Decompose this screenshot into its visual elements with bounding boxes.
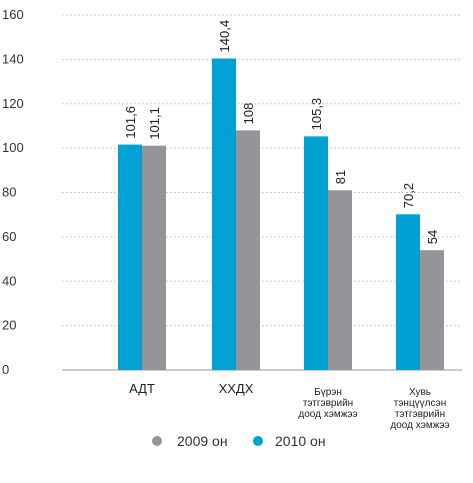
y-tick-label: 40 bbox=[2, 273, 16, 288]
x-category-label: АДТ bbox=[129, 381, 155, 396]
bar-2010 bbox=[304, 136, 328, 370]
bars: 101,6 140,4 105,3 70,2 101,1 108 81 54 bbox=[118, 20, 444, 371]
y-tick-label: 140 bbox=[2, 51, 24, 66]
x-category-label: Бүрэн bbox=[314, 387, 342, 398]
x-category-label: Хувь bbox=[409, 387, 431, 398]
x-category-label: ХХДХ bbox=[219, 381, 254, 396]
legend-label: 2009 он bbox=[177, 433, 228, 449]
x-category-label: доод хэмжээ bbox=[298, 409, 357, 420]
bar-value-label: 101,6 bbox=[123, 106, 138, 139]
bar-value-label: 108 bbox=[241, 103, 256, 125]
bar-2010 bbox=[212, 58, 236, 371]
bar-2009 bbox=[328, 190, 352, 370]
y-tick-label: 0 bbox=[2, 362, 9, 377]
y-tick-label: 60 bbox=[2, 229, 16, 244]
gridlines bbox=[62, 14, 462, 327]
legend: 2009 он 2010 он bbox=[152, 433, 326, 449]
bar-2009 bbox=[236, 130, 260, 370]
bar-2010 bbox=[118, 144, 142, 370]
bar-value-label: 81 bbox=[333, 170, 348, 184]
x-category-label: тэнцүүлсэн bbox=[394, 398, 447, 409]
y-tick-label: 80 bbox=[2, 185, 16, 200]
legend-marker bbox=[253, 436, 263, 446]
y-tick-label: 20 bbox=[2, 318, 16, 333]
legend-marker bbox=[152, 436, 162, 446]
y-axis-ticks: 0 20 40 60 80 100 120 140 160 bbox=[2, 7, 24, 377]
x-category-label: тэтгэврийн bbox=[303, 398, 353, 409]
y-tick-label: 160 bbox=[2, 7, 24, 22]
bar-value-label: 54 bbox=[425, 230, 440, 244]
y-tick-label: 120 bbox=[2, 96, 24, 111]
bar-2009 bbox=[420, 250, 444, 370]
bar-2010 bbox=[396, 214, 420, 370]
bar-value-label: 70,2 bbox=[401, 183, 416, 208]
bar-value-label: 140,4 bbox=[217, 20, 232, 53]
bar-2009 bbox=[142, 145, 166, 370]
bar-value-label: 105,3 bbox=[309, 98, 324, 131]
y-tick-label: 100 bbox=[2, 140, 24, 155]
x-category-label: доод хэмжээ bbox=[390, 420, 449, 431]
x-category-label: тэтгэврийн bbox=[395, 409, 445, 420]
bar-value-label: 101,1 bbox=[147, 107, 162, 140]
legend-label: 2010 он bbox=[275, 433, 326, 449]
